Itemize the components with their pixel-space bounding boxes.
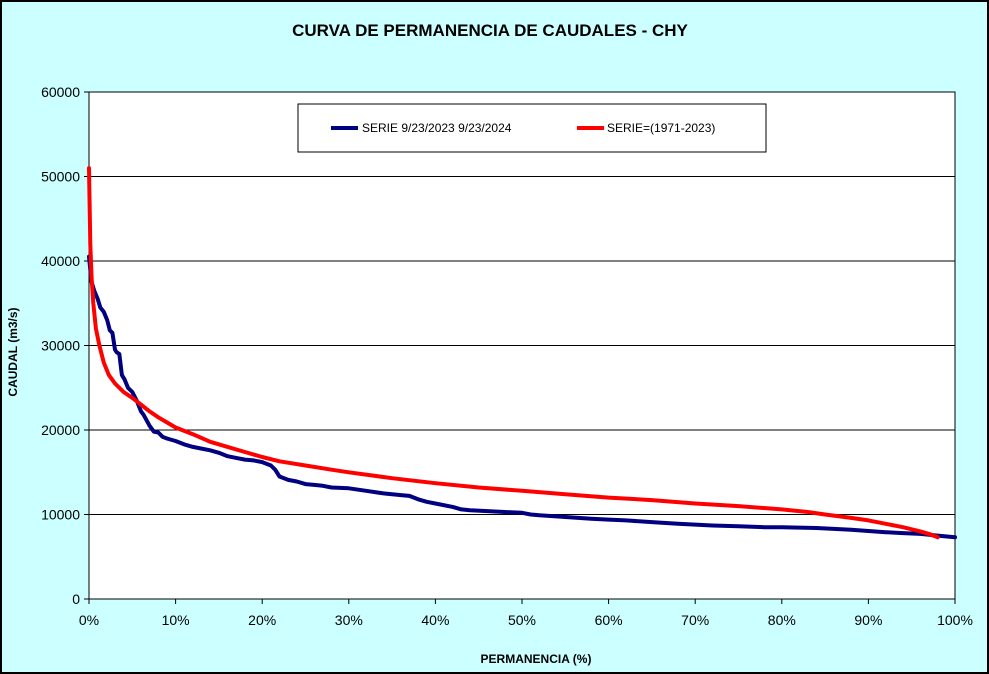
- x-tick-label: 0%: [79, 612, 99, 628]
- series-lines: [87, 166, 957, 540]
- y-tick-label: 30000: [41, 338, 80, 354]
- y-tick-label: 20000: [41, 422, 80, 438]
- x-axis-ticks: 0% 10% 20% 30% 40% 50% 60% 70% 80% 90% 100%: [79, 599, 973, 628]
- x-tick-label: 80%: [768, 612, 796, 628]
- x-tick-label: 60%: [595, 612, 623, 628]
- legend-label-series-1: SERIE 9/23/2023 9/23/2024: [362, 121, 512, 135]
- legend-label-series-2: SERIE=(1971-2023): [607, 121, 715, 135]
- gridlines: [89, 176, 955, 515]
- x-tick-label: 70%: [681, 612, 709, 628]
- x-tick-label: 10%: [162, 612, 190, 628]
- x-axis-title: PERMANENCIA (%): [481, 652, 592, 666]
- chart-title: CURVA DE PERMANENCIA DE CAUDALES - CHY: [292, 21, 688, 40]
- x-tick-label: 20%: [248, 612, 276, 628]
- x-tick-label: 40%: [421, 612, 449, 628]
- y-tick-label: 40000: [41, 253, 80, 269]
- y-tick-label: 0: [72, 591, 80, 607]
- y-tick-label: 10000: [41, 507, 80, 523]
- x-tick-label: 30%: [335, 612, 363, 628]
- y-tick-label: 50000: [41, 169, 80, 185]
- x-tick-label: 90%: [854, 612, 882, 628]
- y-tick-label: 60000: [41, 84, 80, 100]
- y-axis-title: CAUDAL (m3/s): [6, 307, 20, 396]
- x-tick-label: 100%: [937, 612, 973, 628]
- y-axis-ticks: 0 10000 20000 30000 40000 50000 60000: [41, 84, 89, 607]
- legend: SERIE 9/23/2023 9/23/2024 SERIE=(1971-20…: [297, 103, 767, 153]
- legend-box: [297, 103, 767, 153]
- series-line-1: [87, 254, 957, 540]
- x-tick-label: 50%: [508, 612, 536, 628]
- series-line-2: [87, 166, 940, 540]
